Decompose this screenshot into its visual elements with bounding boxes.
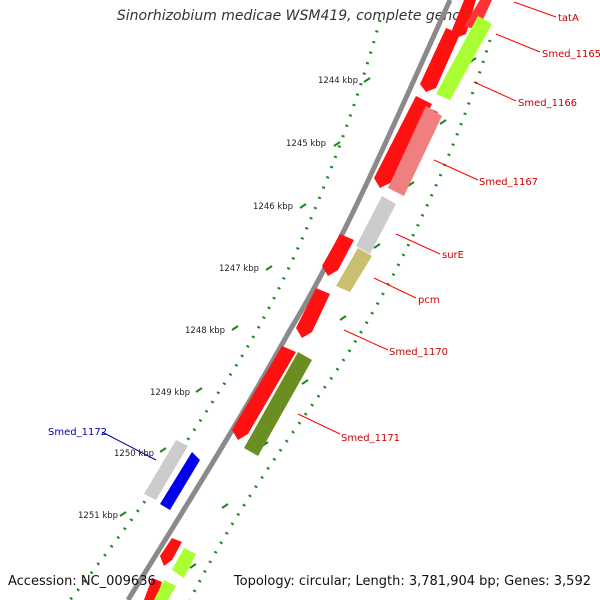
outer-ticks [189, 57, 477, 569]
tick-label-1247: 1247 kbp [219, 264, 259, 274]
tick-label-1250: 1250 kbp [114, 449, 154, 459]
tick-label-1244: 1244 kbp [318, 76, 358, 86]
gene-Smed_1165-bar [436, 16, 492, 100]
tick-label-1246: 1246 kbp [253, 202, 293, 212]
gene-label-Smed_1167[interactable]: Smed_1167 [479, 177, 538, 188]
gene-pcm-bar [336, 248, 372, 292]
gene-outer-bottom-bar2 [154, 580, 176, 600]
genome-backbone [125, 0, 453, 600]
tick-1248: 1248 kbp [185, 325, 239, 336]
tick-label-1251: 1251 kbp [78, 511, 118, 521]
cds-feature [160, 538, 182, 566]
gene-label-Smed_1165[interactable]: Smed_1165 [542, 49, 600, 60]
cds-feature [374, 96, 432, 188]
leader-lines [101, 1, 557, 461]
cds-feature [322, 234, 354, 276]
accession-text: Accession: NC_009636 [8, 574, 156, 589]
cds-feature [420, 28, 460, 92]
gene-label-Smed_1172[interactable]: Smed_1172 [48, 427, 107, 438]
tick-label-1249: 1249 kbp [150, 388, 190, 398]
gene-tatA-bar [464, 0, 492, 30]
tick-1250: 1250 kbp [114, 447, 167, 459]
gene-track-outer [154, 0, 492, 600]
tick-1245: 1245 kbp [286, 139, 341, 149]
gene-track-reverse [144, 440, 200, 510]
tick-1249: 1249 kbp [150, 387, 203, 398]
gene-label-Smed_1170[interactable]: Smed_1170 [389, 347, 448, 358]
gene-surE-bar [356, 196, 396, 254]
tick-1246: 1246 kbp [253, 202, 307, 212]
cds-feature [296, 288, 330, 338]
tick-1244: 1244 kbp [318, 76, 371, 86]
tick-label-1245: 1245 kbp [286, 139, 326, 149]
map-title: Sinorhizobium medicae WSM419, complete g… [116, 8, 484, 24]
gene-Smed_1172-grey [144, 440, 188, 500]
gene-Smed_1171-bar [244, 352, 312, 456]
cds-feature [232, 346, 296, 440]
tick-ruler-inner [68, 19, 382, 600]
gene-label-surE[interactable]: surE [442, 250, 464, 261]
gene-Smed_1172-blue [160, 452, 200, 510]
cds-feature [452, 0, 476, 38]
tick-1251: 1251 kbp [78, 511, 127, 521]
gene-label-Smed_1166[interactable]: Smed_1166 [518, 98, 577, 109]
gene-label-pcm[interactable]: pcm [418, 295, 440, 306]
gene-label-Smed_1171[interactable]: Smed_1171 [341, 433, 400, 444]
gene-Smed_1167-bar [388, 106, 442, 196]
tick-label-1248: 1248 kbp [185, 326, 225, 336]
gene-outer-bottom-bar [172, 548, 196, 578]
gene-label-tatA[interactable]: tatA [558, 13, 579, 24]
topology-summary: Topology: circular; Length: 3,781,904 bp… [233, 574, 591, 589]
tick-1247: 1247 kbp [219, 264, 273, 274]
